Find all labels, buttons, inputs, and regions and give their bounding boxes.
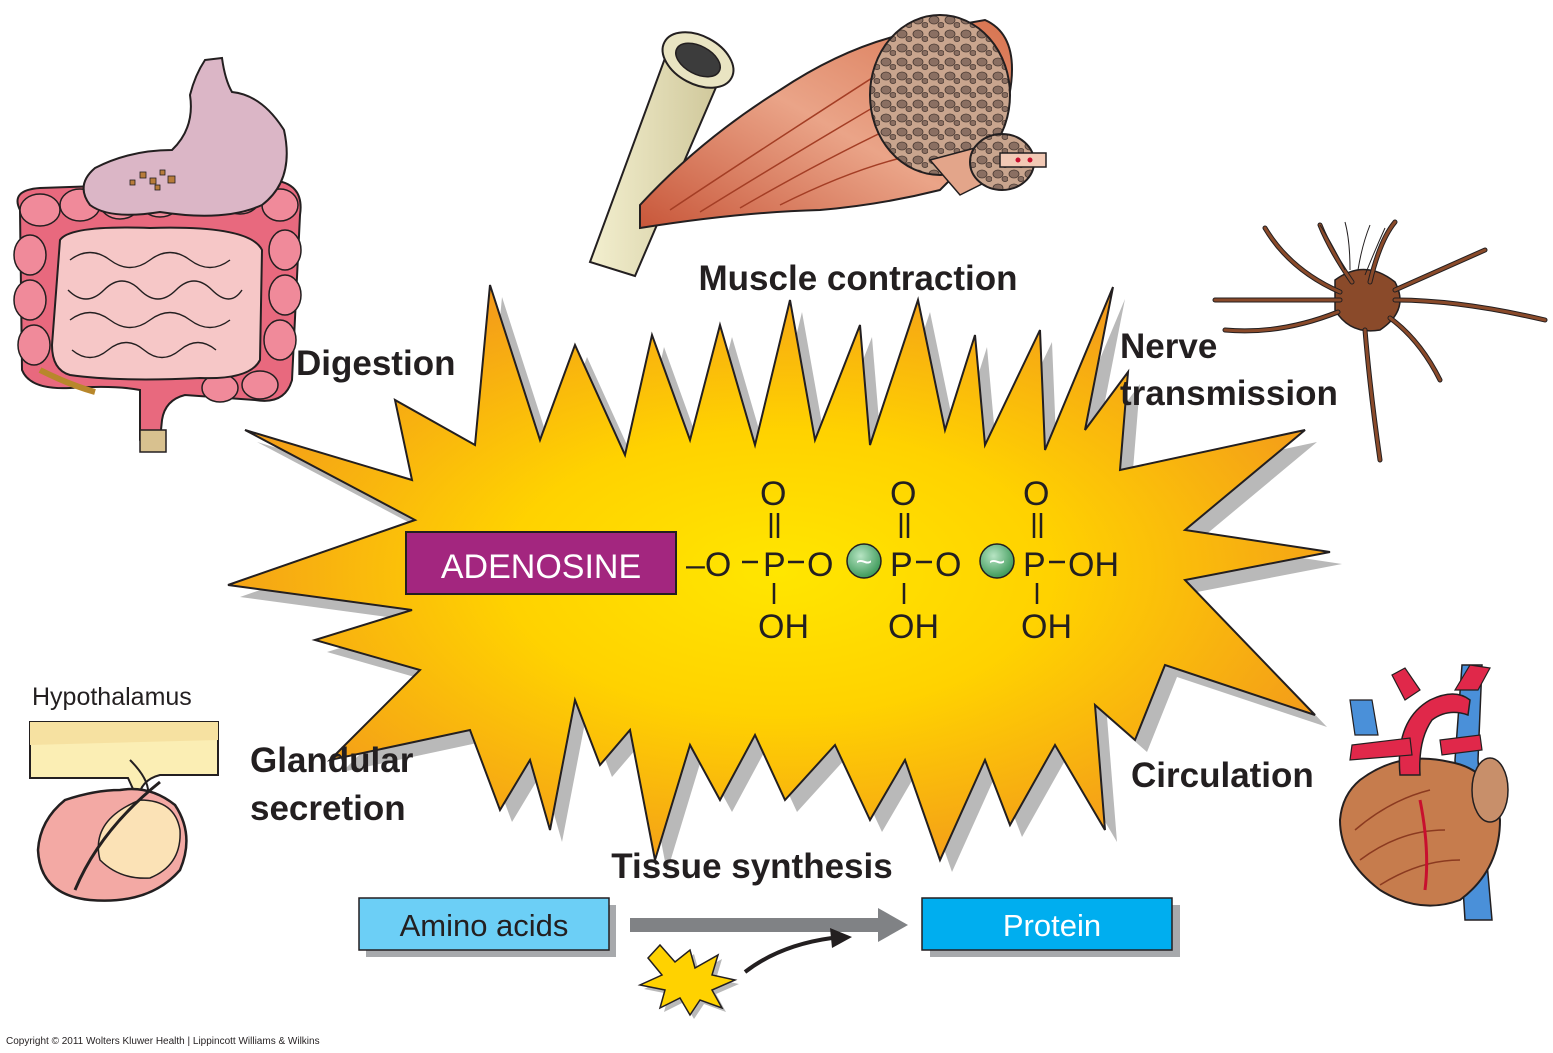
heart-illustration	[1338, 664, 1509, 921]
phosphate-3-hydroxyl: OH	[1021, 608, 1072, 646]
digestion-label: Digestion	[296, 344, 455, 383]
protein-box: Protein	[921, 897, 1180, 957]
phosphate-1-oxygen: O	[760, 475, 786, 513]
high-energy-bond-1	[846, 543, 882, 579]
atp-burst	[227, 284, 1342, 872]
bridge-oxygen-2: O	[935, 546, 961, 584]
terminal-hydroxyl: OH	[1068, 546, 1119, 584]
tissue-synthesis-label: Tissue synthesis	[611, 847, 892, 886]
phosphate-3-oxygen: O	[1023, 475, 1049, 513]
bridge-oxygen-1: O	[807, 546, 833, 584]
protein-label: Protein	[1003, 908, 1101, 943]
phosphorus-3: P	[1023, 546, 1046, 584]
muscle-contraction-label: Muscle contraction	[699, 259, 1018, 298]
circulation-label: Circulation	[1131, 756, 1314, 795]
copyright-notice: Copyright © 2011 Wolters Kluwer Health |…	[6, 1036, 320, 1047]
synthesis-arrow	[630, 908, 908, 942]
adenosine-box: ADENOSINE	[405, 531, 677, 595]
nerve-label-line1: Nerve	[1120, 327, 1217, 366]
pituitary-illustration	[29, 721, 219, 902]
energy-input-icon	[637, 943, 739, 1019]
amino-acids-label: Amino acids	[400, 908, 569, 943]
phosphorus-1: P	[763, 546, 786, 584]
energy-input-arrow	[743, 936, 833, 974]
phosphate-2-hydroxyl: OH	[888, 608, 939, 646]
phosphorus-2: P	[890, 546, 913, 584]
ester-oxygen: –O	[686, 546, 731, 584]
muscle-bone-illustration	[588, 14, 1047, 278]
adenosine-label: ADENOSINE	[441, 548, 641, 586]
svg-text:~: ~	[989, 546, 1005, 577]
neuron-illustration	[1212, 219, 1548, 463]
amino-acids-box: Amino acids	[358, 897, 616, 957]
intestine-illustration	[13, 56, 302, 453]
phosphate-2-oxygen: O	[890, 475, 916, 513]
svg-text:~: ~	[856, 546, 872, 577]
high-energy-bond-2	[979, 543, 1015, 579]
phosphate-1-hydroxyl: OH	[758, 608, 809, 646]
hypothalamus-label: Hypothalamus	[32, 683, 192, 711]
nerve-label-line2: transmission	[1120, 374, 1338, 413]
glandular-label-line2: secretion	[250, 789, 406, 828]
glandular-label-line1: Glandular	[250, 741, 414, 780]
phosphate-chain: –O P O O OH ~ P O O OH ~ P OH O OH	[686, 475, 1119, 646]
